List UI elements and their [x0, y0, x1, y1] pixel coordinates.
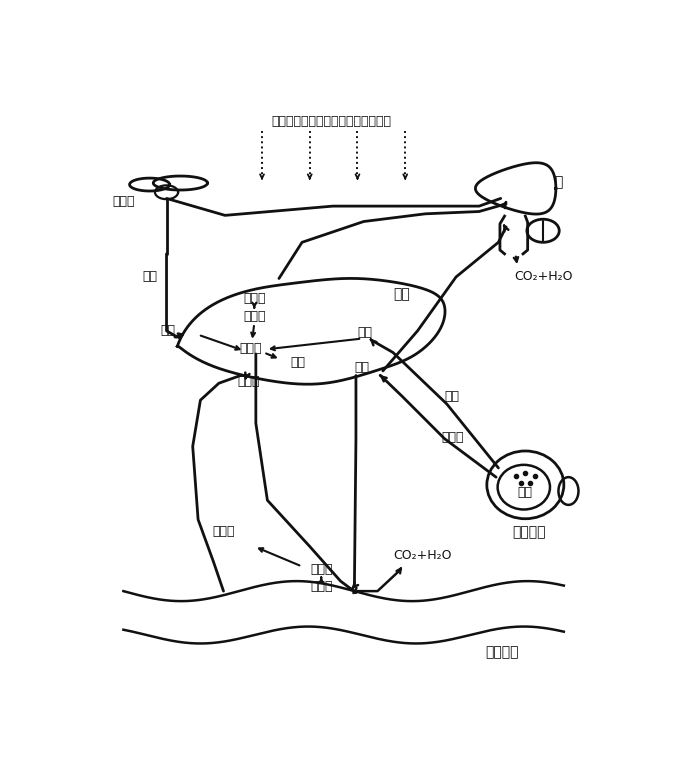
- Text: 蛋白质: 蛋白质: [243, 292, 266, 305]
- Text: CO₂+H₂O: CO₂+H₂O: [393, 549, 452, 562]
- Text: 丙氨酸: 丙氨酸: [237, 376, 260, 388]
- Text: CO₂+H₂O: CO₂+H₂O: [514, 270, 572, 283]
- Text: 脂肪: 脂肪: [518, 486, 533, 499]
- Text: 乳酸: 乳酸: [161, 324, 176, 337]
- Text: 红细胞: 红细胞: [112, 195, 135, 208]
- Text: 糖皮质激素、肾上腺素、胰高血糖素: 糖皮质激素、肾上腺素、胰高血糖素: [271, 115, 391, 128]
- Text: 葫葡糖: 葫葡糖: [239, 342, 262, 355]
- Text: 尿素: 尿素: [291, 356, 306, 369]
- Text: 脂肪酸: 脂肪酸: [441, 431, 464, 444]
- Text: 肌肉组织: 肌肉组织: [485, 645, 519, 659]
- Text: 脑: 脑: [555, 175, 563, 189]
- Text: 氨基酸: 氨基酸: [243, 310, 266, 323]
- Text: 甘油: 甘油: [444, 390, 459, 402]
- Text: 甘油: 甘油: [358, 326, 373, 339]
- Text: 乳酸: 乳酸: [142, 270, 157, 283]
- Text: 蛋白质: 蛋白质: [310, 580, 332, 593]
- Text: 肝脏: 肝脏: [394, 287, 410, 301]
- Text: 丙氨酸: 丙氨酸: [212, 525, 235, 538]
- Text: 脂肪组织: 脂肪组织: [513, 525, 546, 540]
- Text: 氨基酸: 氨基酸: [310, 563, 332, 576]
- Text: 酮体: 酮体: [355, 361, 370, 374]
